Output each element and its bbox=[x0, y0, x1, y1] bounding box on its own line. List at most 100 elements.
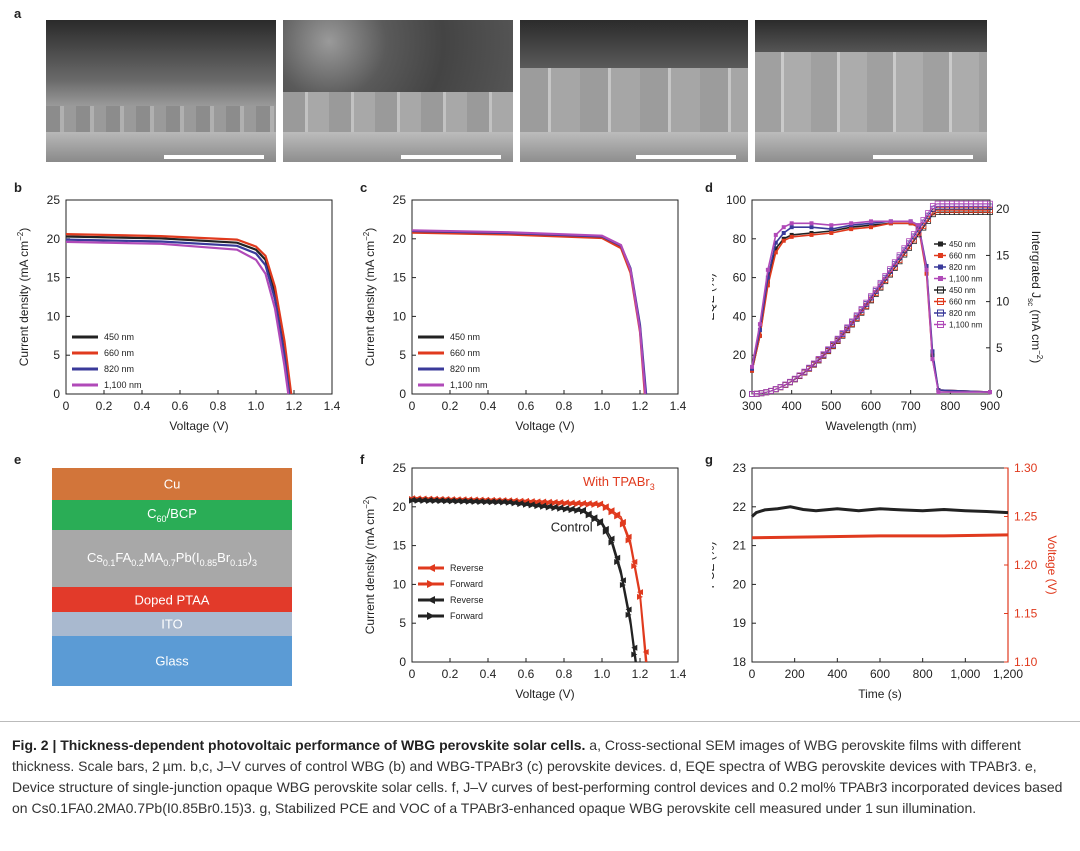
y2-tick-label: 20 bbox=[996, 202, 1010, 216]
x-tick-label: 0.6 bbox=[518, 667, 535, 681]
scale-bar bbox=[401, 155, 501, 159]
layer-c60-label: C bbox=[147, 506, 157, 522]
y-tick-label: 20 bbox=[733, 348, 747, 362]
legend-label: Reverse bbox=[450, 595, 484, 605]
sem-image-660nm bbox=[283, 20, 513, 162]
layer-c60-suffix: /BCP bbox=[166, 506, 197, 522]
eqe-marker bbox=[869, 225, 873, 230]
jv-marker bbox=[631, 651, 638, 658]
legend-marker bbox=[427, 564, 435, 572]
layer-glass-label: Glass bbox=[155, 653, 189, 669]
jv-marker bbox=[466, 498, 472, 505]
y2-tick-label: 0 bbox=[996, 387, 1003, 401]
jv-marker bbox=[597, 520, 604, 527]
layer-glass: Glass bbox=[52, 636, 292, 686]
x-tick-label: 0.8 bbox=[556, 399, 573, 413]
legend-label: 450 nm bbox=[949, 240, 976, 249]
x-tick-label: 0.2 bbox=[96, 399, 113, 413]
legend-marker bbox=[938, 264, 943, 270]
layer-cu-label: Cu bbox=[163, 476, 181, 492]
legend-marker bbox=[937, 321, 944, 328]
jsc-marker bbox=[901, 245, 908, 252]
caption-title: Fig. 2 | Thickness-dependent photovoltai… bbox=[12, 737, 586, 753]
y2-tick-label: 1.30 bbox=[1014, 461, 1038, 475]
jsc-marker bbox=[815, 356, 822, 362]
jv-marker bbox=[631, 644, 638, 651]
y-tick-label: 10 bbox=[393, 309, 407, 323]
eqe-marker bbox=[829, 230, 834, 235]
jsc-marker bbox=[849, 318, 855, 325]
eqe-marker bbox=[869, 219, 873, 224]
layer-doped-ptaa: Doped PTAA bbox=[52, 587, 292, 612]
x-tick-label: 0.2 bbox=[442, 399, 459, 413]
x-tick-label: 0 bbox=[409, 667, 416, 681]
x-tick-label: 0.6 bbox=[172, 399, 189, 413]
eqe-marker bbox=[916, 223, 921, 228]
x-tick-label: 600 bbox=[870, 667, 890, 681]
legend-label: 1,100 nm bbox=[949, 275, 983, 284]
eqe-marker bbox=[924, 267, 929, 272]
y-tick-label: 21 bbox=[733, 539, 747, 553]
jsc-marker bbox=[844, 324, 851, 331]
y2-tick-label: 15 bbox=[996, 248, 1010, 262]
jv-marker bbox=[642, 649, 649, 656]
panel-letter-f: f bbox=[360, 452, 365, 467]
jv-marker bbox=[420, 497, 427, 504]
y-tick-label: 5 bbox=[53, 348, 60, 362]
x-tick-label: 1.4 bbox=[324, 399, 341, 413]
jv-marker bbox=[625, 537, 632, 544]
jv-marker bbox=[557, 505, 564, 512]
legend-label: 450 nm bbox=[104, 332, 134, 342]
y-tick-label: 20 bbox=[393, 500, 407, 514]
caption-rule bbox=[0, 721, 1080, 722]
layer-ptaa-label: Doped PTAA bbox=[134, 592, 210, 607]
jv-marker bbox=[562, 506, 569, 513]
x-tick-label: 500 bbox=[821, 399, 841, 413]
layer-ito-label: ITO bbox=[161, 616, 183, 632]
jv-marker bbox=[619, 518, 626, 525]
sem-image-450nm bbox=[46, 20, 276, 162]
jv-marker bbox=[557, 500, 564, 507]
jsc-marker bbox=[858, 306, 865, 312]
y2-axis-label: Voltage (V) bbox=[1045, 535, 1059, 594]
jsc-marker bbox=[796, 372, 803, 379]
x-axis-label: Voltage (V) bbox=[169, 419, 228, 433]
jv-marker bbox=[625, 611, 632, 618]
eqe-marker bbox=[765, 275, 770, 280]
jv-curve-820nm bbox=[65, 238, 291, 395]
jv-marker bbox=[568, 500, 575, 507]
y-tick-label: 22 bbox=[733, 500, 747, 514]
eqe-marker bbox=[773, 250, 778, 255]
plot-frame bbox=[411, 199, 679, 395]
panel-letter-c: c bbox=[360, 180, 368, 195]
jv-marker bbox=[614, 554, 621, 561]
y2-tick-label: 10 bbox=[996, 295, 1010, 309]
jv-marker bbox=[568, 507, 575, 514]
y2-tick-label: 5 bbox=[996, 341, 1003, 355]
y-tick-label: 100 bbox=[726, 193, 746, 207]
y2-axis-label: Intergrated Jsc (mA cm−2) bbox=[1026, 231, 1044, 364]
scale-bar bbox=[873, 155, 973, 159]
y2-tick-label: 1.20 bbox=[1014, 558, 1038, 572]
eqe-marker bbox=[757, 333, 762, 338]
y-axis-label: Current density (mA cm−2) bbox=[16, 228, 31, 367]
jv-marker bbox=[602, 528, 609, 535]
jsc-marker bbox=[872, 286, 879, 293]
jsc-marker bbox=[787, 378, 793, 385]
plot-frame bbox=[751, 467, 1009, 663]
eqe-marker bbox=[757, 327, 762, 332]
legend-label: Forward bbox=[450, 611, 483, 621]
jsc-marker bbox=[853, 312, 860, 319]
eqe-marker bbox=[781, 238, 786, 243]
jv-marker bbox=[443, 498, 450, 505]
y-tick-label: 0 bbox=[399, 387, 406, 401]
jsc-marker bbox=[834, 335, 841, 342]
jv-marker bbox=[591, 501, 598, 508]
jv-marker bbox=[608, 509, 615, 516]
jv-marker bbox=[602, 525, 609, 532]
legend-marker bbox=[937, 309, 944, 317]
y-tick-label: 15 bbox=[47, 271, 61, 285]
y-tick-label: 20 bbox=[733, 577, 747, 591]
jv-marker bbox=[448, 498, 455, 505]
annotation: With TPABr3 bbox=[583, 474, 655, 492]
